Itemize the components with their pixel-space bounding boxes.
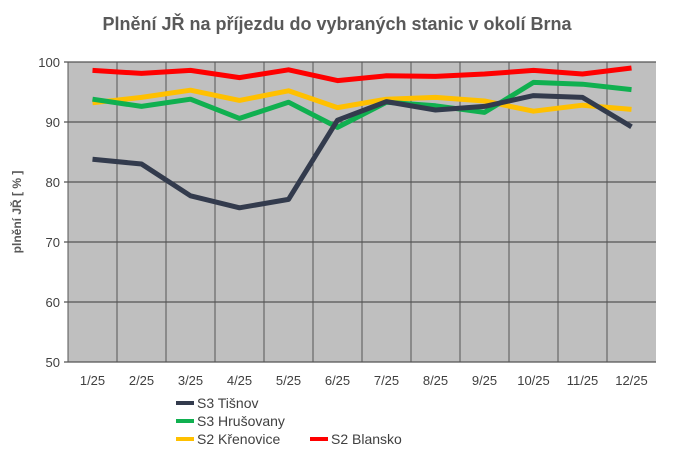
legend-swatch — [310, 437, 328, 441]
y-tick-label: 50 — [46, 355, 60, 370]
legend-swatch — [176, 419, 194, 423]
legend-label: S3 Tišnov — [197, 395, 259, 411]
x-tick-label: 2/25 — [129, 373, 154, 388]
x-tick-label: 12/25 — [615, 373, 648, 388]
x-tick-label: 1/25 — [80, 373, 105, 388]
legend-item-tisnov: S3 Tišnov — [176, 395, 258, 411]
y-tick-label: 70 — [46, 235, 60, 250]
y-tick-label: 100 — [38, 55, 60, 70]
x-tick-label: 3/25 — [178, 373, 203, 388]
x-tick-label: 6/25 — [325, 373, 350, 388]
legend-item-blansko: S2 Blansko — [310, 431, 402, 447]
x-tick-label: 8/25 — [423, 373, 448, 388]
x-tick-label: 7/25 — [374, 373, 399, 388]
chart-title: Plnění JŘ na příjezdu do vybraných stani… — [102, 14, 572, 34]
legend-item-krenovice: S2 Křenovice — [176, 431, 280, 447]
legend-label: S2 Křenovice — [197, 431, 281, 447]
series-line — [92, 87, 632, 114]
series-line — [92, 93, 633, 211]
x-tick-label: 4/25 — [227, 373, 252, 388]
x-tick-label: 10/25 — [517, 373, 550, 388]
legend-item-hrusovany: S3 Hrušovany — [176, 413, 285, 429]
series-line — [92, 65, 632, 84]
y-tick-label: 60 — [46, 295, 60, 310]
x-tick-label: 11/25 — [567, 373, 599, 388]
y-tick-label: 90 — [46, 115, 60, 130]
x-tick-label: 9/25 — [472, 373, 497, 388]
y-axis-label: plnění JŘ [ % ] — [9, 171, 24, 254]
legend-label: S3 Hrušovany — [197, 413, 285, 429]
legend-swatch — [176, 437, 194, 441]
x-tick-label: 5/25 — [276, 373, 301, 388]
legend-swatch — [176, 401, 194, 405]
series-line — [92, 79, 632, 130]
legend-label: S2 Blansko — [331, 431, 402, 447]
y-tick-label: 80 — [46, 175, 60, 190]
